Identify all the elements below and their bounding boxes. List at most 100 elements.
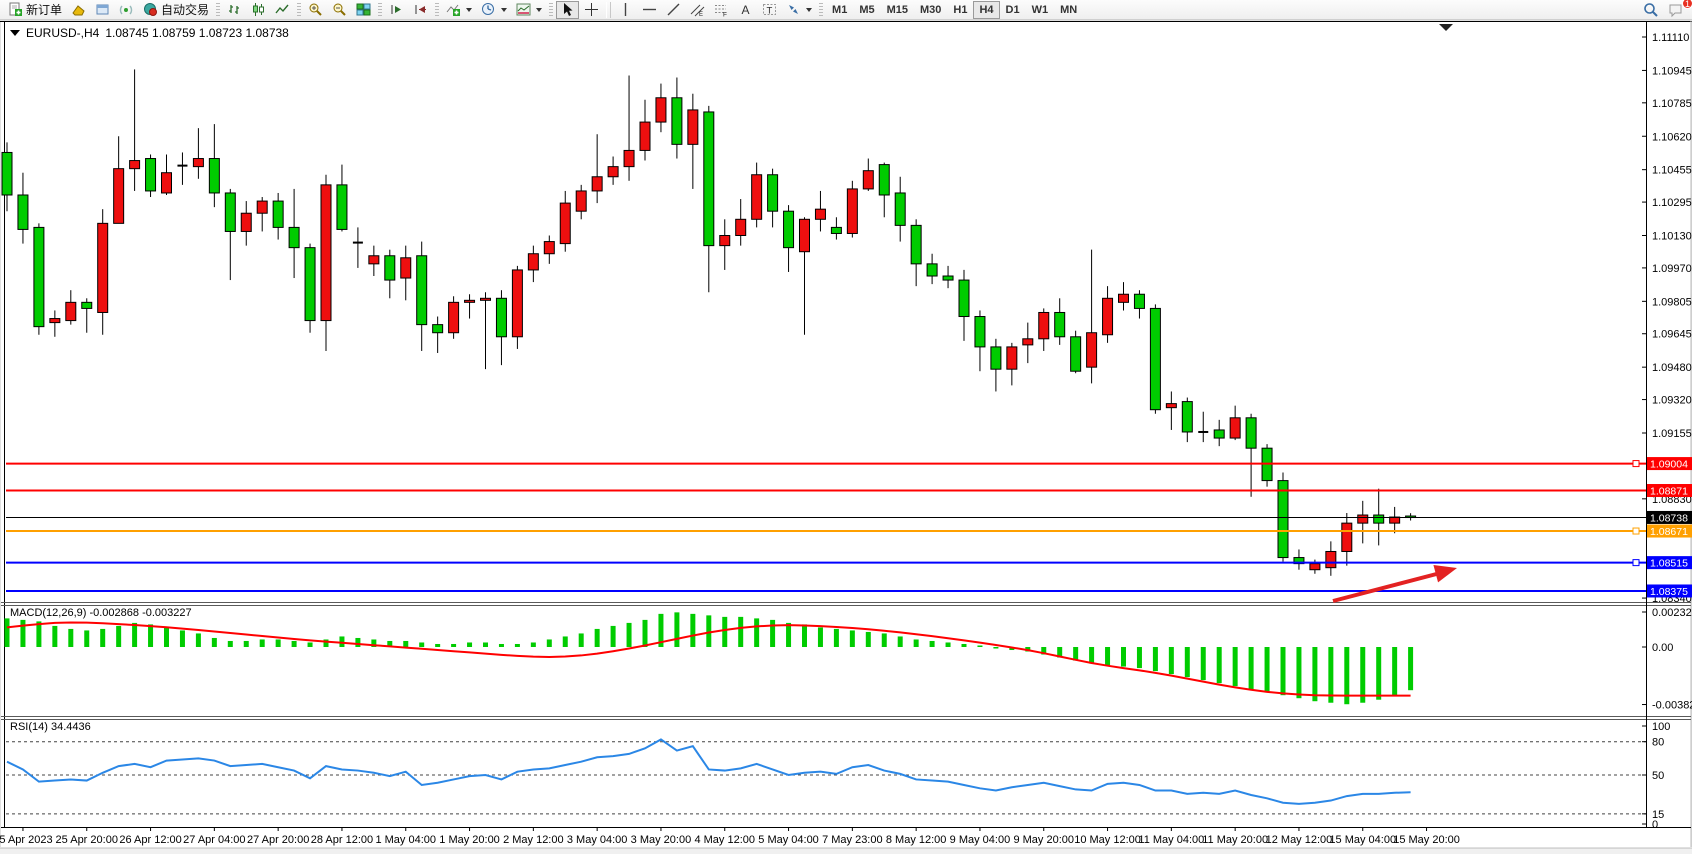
svg-text:1.09480: 1.09480 (1652, 362, 1692, 374)
text-button[interactable]: A (734, 1, 757, 19)
svg-text:1.09805: 1.09805 (1652, 296, 1692, 308)
cursor-button[interactable] (556, 0, 580, 19)
indicators-button[interactable] (442, 1, 476, 19)
toolbar-grip (216, 2, 221, 17)
autotrading-button[interactable]: 自动交易 (139, 1, 213, 19)
svg-text:0.00: 0.00 (1652, 642, 1673, 654)
periods-icon (482, 3, 495, 15)
text-label-button[interactable]: T (758, 1, 781, 19)
autotrading-label: 自动交易 (161, 3, 210, 17)
toolbar-grip (549, 2, 554, 17)
chart-window[interactable]: 1.11110 1.10945 1.10785 1.10620 1.10455 1.102… (0, 20, 1692, 848)
symbol-timeframe-label: EURUSD-,H4 (26, 26, 100, 40)
svg-text:1.08515: 1.08515 (1650, 558, 1688, 570)
templates-icon (516, 3, 531, 16)
svg-text:100: 100 (1652, 721, 1670, 733)
horizontal-line-icon (643, 8, 657, 11)
svg-text:1.10620: 1.10620 (1652, 131, 1692, 143)
signals-icon (119, 5, 133, 15)
notifications-button[interactable]: 1 (1664, 0, 1692, 19)
svg-text:27 Apr 20:00: 27 Apr 20:00 (247, 834, 309, 846)
collapse-panel-icon[interactable] (10, 30, 20, 36)
svg-text:25 Apr 20:00: 25 Apr 20:00 (56, 834, 118, 846)
quotes-icon (72, 5, 85, 16)
candlestick-button[interactable] (247, 1, 270, 19)
svg-text:9 May 20:00: 9 May 20:00 (1013, 834, 1074, 846)
quotes-button[interactable] (67, 1, 90, 19)
bar-chart-icon (229, 5, 240, 14)
horizontal-line-button[interactable] (638, 1, 661, 19)
zoom-in-button[interactable] (304, 1, 327, 19)
timeframe-button-H1[interactable]: H1 (947, 1, 973, 19)
fibonacci-button[interactable]: F (710, 1, 733, 19)
price-chart[interactable]: 1.11110 1.10945 1.10785 1.10620 1.10455 1.102… (0, 20, 1692, 848)
vertical-line-button[interactable] (614, 1, 637, 19)
bar-chart-button[interactable] (223, 1, 246, 19)
tile-windows-icon (356, 3, 371, 16)
svg-text:E: E (699, 12, 703, 17)
svg-text:1.08738: 1.08738 (1650, 512, 1688, 524)
svg-text:3 May 04:00: 3 May 04:00 (567, 834, 628, 846)
toolbar: 新订单 自动交易 (0, 0, 1692, 20)
timeframe-button-M5[interactable]: M5 (853, 1, 880, 19)
svg-text:0.002324: 0.002324 (1652, 607, 1692, 619)
svg-text:28 Apr 12:00: 28 Apr 12:00 (311, 834, 373, 846)
timeframe-button-M1[interactable]: M1 (826, 1, 853, 19)
zoom-out-button[interactable] (328, 1, 351, 19)
svg-text:8 May 12:00: 8 May 12:00 (886, 834, 947, 846)
channel-icon: E (690, 4, 705, 17)
channel-button[interactable]: E (686, 1, 709, 19)
svg-text:-0.00382: -0.00382 (1652, 700, 1692, 712)
svg-text:1.10295: 1.10295 (1652, 197, 1692, 209)
search-icon (1644, 2, 1658, 17)
periods-button[interactable] (477, 1, 511, 19)
zoom-out-icon (333, 3, 346, 16)
chart-shift-button[interactable] (409, 1, 432, 19)
svg-text:1.10130: 1.10130 (1652, 231, 1692, 243)
svg-text:1.09155: 1.09155 (1652, 428, 1692, 440)
svg-text:1.09645: 1.09645 (1652, 329, 1692, 341)
toolbar-grip (378, 2, 383, 17)
timeframe-button-M15[interactable]: M15 (881, 1, 914, 19)
timeframe-button-D1[interactable]: D1 (1000, 1, 1026, 19)
zoom-in-icon (309, 3, 322, 16)
status-bar (0, 848, 1692, 854)
timeframe-button-M30[interactable]: M30 (914, 1, 947, 19)
templates-button[interactable] (512, 1, 546, 19)
svg-text:1.09970: 1.09970 (1652, 263, 1692, 275)
svg-text:15: 15 (1652, 809, 1664, 821)
svg-text:A: A (742, 3, 750, 17)
signals-button[interactable] (115, 1, 138, 19)
chevron-down-icon (501, 7, 508, 12)
svg-text:50: 50 (1652, 770, 1664, 782)
timeframe-button-W1[interactable]: W1 (1026, 1, 1055, 19)
toolbar-grip (819, 2, 824, 17)
svg-text:12 May 12:00: 12 May 12:00 (1266, 834, 1333, 846)
trendline-icon (667, 3, 680, 16)
auto-scroll-button[interactable] (385, 1, 408, 19)
trendline-button[interactable] (662, 1, 685, 19)
fibonacci-icon: F (715, 5, 727, 17)
timeframe-button-H4[interactable]: H4 (973, 0, 1000, 19)
svg-text:1.10945: 1.10945 (1652, 65, 1692, 77)
search-button[interactable] (1639, 1, 1663, 19)
new-order-button[interactable]: 新订单 (4, 1, 66, 19)
auto-scroll-icon (391, 5, 402, 14)
chevron-down-icon (806, 7, 813, 12)
macd-label: MACD(12,26,9) -0.002868 -0.003227 (10, 607, 192, 619)
svg-text:1.08671: 1.08671 (1650, 526, 1688, 538)
ohlc-values: 1.08745 1.08759 1.08723 1.08738 (105, 26, 289, 40)
market-watch-button[interactable] (91, 1, 114, 19)
text-label-icon: T (763, 4, 777, 17)
timeframe-button-MN[interactable]: MN (1054, 1, 1083, 19)
svg-text:T: T (767, 6, 773, 17)
svg-text:10 May 12:00: 10 May 12:00 (1074, 834, 1141, 846)
line-chart-button[interactable] (271, 1, 294, 19)
new-order-label: 新订单 (26, 3, 63, 17)
crosshair-button[interactable] (580, 1, 603, 19)
notification-count-badge: 1 (1681, 0, 1692, 9)
tile-windows-button[interactable] (352, 1, 375, 19)
svg-text:15 May 04:00: 15 May 04:00 (1329, 834, 1396, 846)
arrows-button[interactable] (782, 1, 816, 19)
